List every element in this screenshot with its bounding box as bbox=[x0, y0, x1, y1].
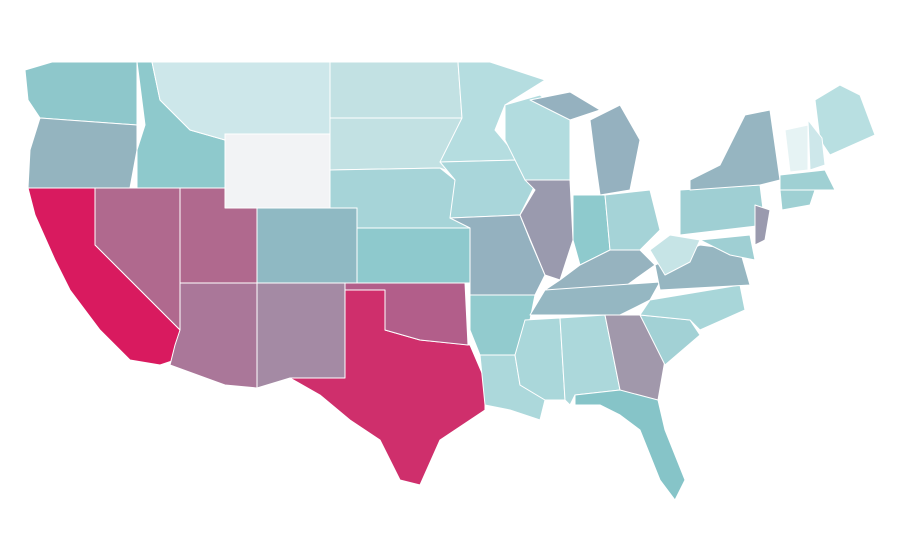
region bbox=[169, 282, 258, 389]
region bbox=[604, 189, 661, 251]
region bbox=[679, 184, 766, 236]
region bbox=[779, 189, 816, 211]
region bbox=[649, 234, 701, 276]
region bbox=[224, 133, 331, 209]
region bbox=[754, 204, 771, 246]
region bbox=[699, 234, 756, 261]
region bbox=[256, 207, 358, 284]
region bbox=[256, 282, 346, 389]
region bbox=[329, 61, 463, 119]
region bbox=[784, 124, 809, 173]
region bbox=[27, 187, 181, 366]
region bbox=[24, 61, 138, 126]
region bbox=[344, 282, 469, 346]
region bbox=[589, 104, 641, 196]
region bbox=[779, 169, 836, 191]
region bbox=[27, 117, 138, 189]
region bbox=[807, 119, 826, 171]
region bbox=[814, 84, 876, 156]
region bbox=[529, 281, 661, 316]
region bbox=[356, 227, 471, 284]
region bbox=[439, 61, 546, 163]
region bbox=[689, 109, 781, 191]
region bbox=[329, 117, 463, 176]
region bbox=[529, 91, 601, 121]
region bbox=[519, 179, 574, 281]
region bbox=[574, 389, 686, 501]
